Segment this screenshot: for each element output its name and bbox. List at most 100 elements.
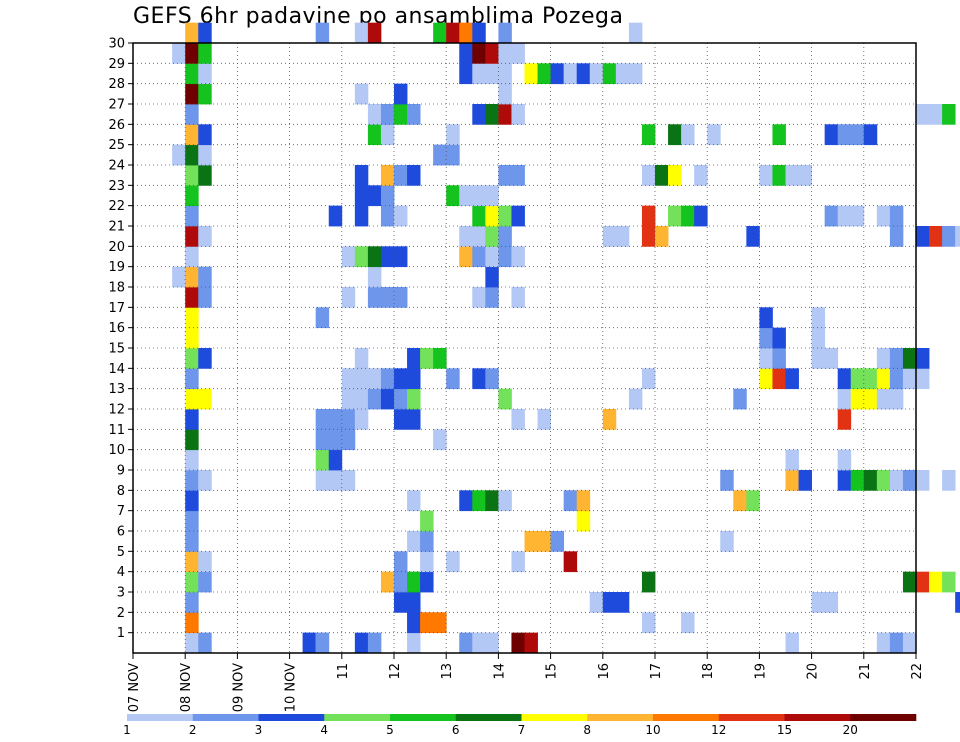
- heatmap-cell: [916, 571, 930, 593]
- heatmap-cell: [380, 185, 395, 207]
- heatmap-cell: [407, 531, 421, 552]
- heatmap-cell: [498, 83, 512, 105]
- heatmap-cell: [798, 470, 812, 491]
- heatmap-cell: [889, 348, 904, 369]
- heatmap-cell: [759, 348, 773, 369]
- heatmap-cell: [328, 429, 343, 451]
- heatmap-cell: [472, 287, 486, 308]
- heatmap-cell: [394, 592, 408, 613]
- heatmap-cell: [537, 63, 551, 85]
- x-tick-label: 10 NOV: [284, 663, 299, 712]
- heatmap-cell: [367, 104, 382, 125]
- y-tick-label: 30: [108, 37, 125, 52]
- heatmap-cell: [863, 470, 878, 491]
- x-tick-label: 13: [440, 663, 455, 680]
- heatmap-cell: [198, 144, 212, 166]
- heatmap-cell: [498, 205, 512, 227]
- heatmap-cell: [185, 185, 199, 207]
- colorbar-label: 15: [777, 723, 792, 737]
- y-tick-label: 2: [117, 606, 125, 621]
- heatmap-cell: [641, 124, 656, 146]
- heatmap-cell: [328, 470, 343, 491]
- heatmap-cell: [185, 104, 199, 125]
- heatmap-cell: [354, 205, 369, 227]
- heatmap-cell: [668, 165, 682, 186]
- heatmap-cell: [328, 449, 343, 471]
- heatmap-cell: [902, 632, 917, 654]
- y-tick-label: 26: [108, 118, 125, 133]
- heatmap-cell: [185, 22, 199, 44]
- y-tick-label: 18: [108, 281, 125, 296]
- heatmap-cell: [733, 490, 747, 512]
- x-tick-label: 20: [806, 663, 821, 680]
- heatmap-cell: [354, 632, 369, 654]
- heatmap-cell: [185, 246, 199, 268]
- heatmap-cell: [759, 307, 773, 329]
- heatmap-cell: [811, 327, 826, 349]
- heatmap-cell: [824, 205, 839, 227]
- heatmap-cell: [785, 165, 799, 186]
- heatmap-cell: [198, 266, 212, 288]
- heatmap-cell: [720, 470, 734, 491]
- heatmap-cell: [394, 571, 408, 593]
- heatmap-cell: [341, 470, 356, 491]
- heatmap-cell: [354, 348, 369, 369]
- heatmap-cell: [942, 571, 956, 593]
- heatmap-cell: [198, 348, 212, 369]
- heatmap-cell: [420, 531, 434, 552]
- heatmap-cell: [185, 83, 199, 105]
- heatmap-cell: [850, 388, 865, 410]
- heatmap-cell: [407, 612, 421, 634]
- y-tick-label: 20: [108, 240, 125, 255]
- heatmap-cell: [315, 307, 330, 329]
- heatmap-cell: [315, 470, 330, 491]
- heatmap-cell: [511, 165, 525, 186]
- heatmap-cell: [824, 124, 839, 146]
- y-tick-label: 17: [108, 301, 125, 316]
- heatmap-cell: [472, 185, 486, 207]
- x-tick-label: 15: [545, 663, 560, 680]
- colorbar-swatch: [850, 714, 917, 721]
- heatmap-cell: [889, 226, 904, 247]
- heatmap-cell: [863, 124, 878, 146]
- heatmap-cell: [772, 124, 786, 146]
- heatmap-cell: [485, 266, 499, 288]
- heatmap-cell: [589, 592, 604, 613]
- heatmap-cell: [394, 165, 408, 186]
- heatmap-cell: [407, 632, 421, 654]
- heatmap-cell: [354, 388, 369, 410]
- heatmap-cell: [433, 144, 447, 166]
- heatmap-cell: [876, 368, 891, 390]
- heatmap-cell: [472, 368, 486, 390]
- heatmap-cell: [485, 246, 499, 268]
- heatmap-cell: [524, 531, 538, 552]
- heatmap-cell: [511, 409, 525, 430]
- y-tick-label: 12: [108, 403, 125, 418]
- heatmap-cells: [172, 22, 960, 654]
- heatmap-cell: [302, 632, 317, 654]
- colorbar-swatch: [390, 714, 457, 721]
- heatmap-cell: [380, 165, 395, 186]
- heatmap-cell: [433, 429, 447, 451]
- y-tick-label: 6: [117, 525, 125, 540]
- heatmap-cell: [367, 632, 382, 654]
- heatmap-cell: [628, 388, 643, 410]
- heatmap-cell: [367, 246, 382, 268]
- heatmap-cell: [876, 205, 891, 227]
- heatmap-cell: [394, 246, 408, 268]
- heatmap-cell: [902, 368, 917, 390]
- heatmap-cell: [472, 490, 486, 512]
- heatmap-cell: [850, 470, 865, 491]
- heatmap-cell: [785, 368, 799, 390]
- heatmap-cell: [420, 510, 434, 532]
- colorbar-swatch: [455, 714, 522, 721]
- heatmap-cell: [485, 287, 499, 308]
- heatmap-cell: [433, 348, 447, 369]
- colorbar-label: 12: [711, 723, 726, 737]
- heatmap-cell: [655, 226, 669, 247]
- colorbar-label: 6: [452, 723, 460, 737]
- colorbar-label: 5: [386, 723, 394, 737]
- heatmap-cell: [185, 470, 199, 491]
- heatmap-cell: [394, 551, 408, 573]
